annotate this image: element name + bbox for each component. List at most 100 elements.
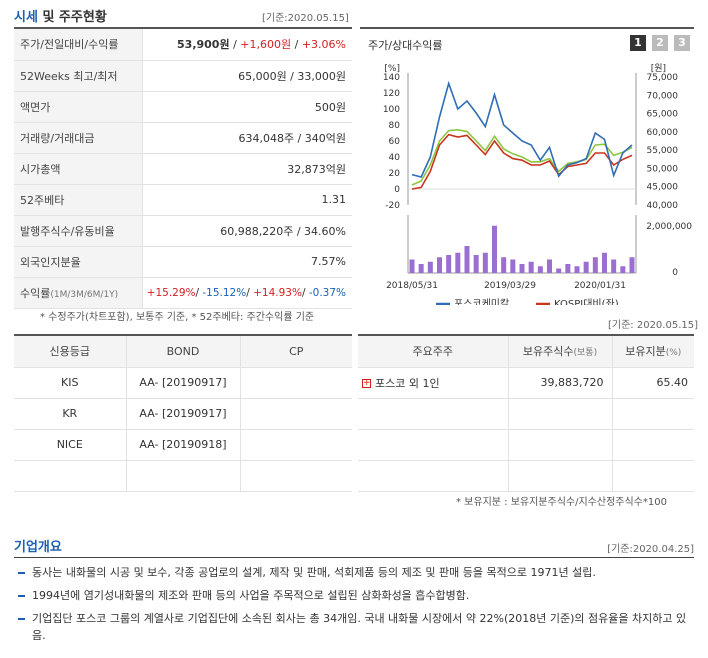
chart-page-2-button[interactable]: 2	[652, 35, 668, 51]
company-list: 동사는 내화물의 시공 및 보수, 각종 공업로의 설계, 제작 및 판매, 석…	[14, 564, 694, 650]
series-line-1	[411, 133, 633, 190]
holder-shares: 39,883,720	[508, 367, 613, 399]
empty-cell	[612, 460, 694, 492]
y-right-tick: 45,000	[647, 183, 679, 193]
returns-value: +15.29%/ -15.12%/ +14.93%/ -0.37%	[142, 277, 352, 309]
section-title-quote: 시세 및 주주현황	[14, 6, 107, 25]
stats-row: 주가/전일대비/수익률 53,900원 / +1,600원 / +3.06%	[14, 29, 352, 61]
stats-row: 거래량/거래대금 634,048주 / 340억원	[14, 122, 352, 154]
credit-table-wrap: 신용등급 BOND CP KIS AA- [20190917] KR AA- [201…	[14, 334, 352, 492]
stats-label: 주가/전일대비/수익률	[14, 29, 143, 61]
stats-table: 주가/전일대비/수익률 53,900원 / +1,600원 / +3.06% 52W…	[14, 29, 352, 309]
company-item: 동사는 내화물의 시공 및 보수, 각종 공업로의 설계, 제작 및 판매, 석…	[14, 564, 694, 581]
volume-bar	[418, 264, 424, 273]
stats-row: 시가총액 32,873억원	[14, 153, 352, 185]
stats-label: 발행주식수/유동비율	[14, 215, 143, 247]
credit-agency: KR	[14, 398, 127, 430]
returns-row: 수익률(1M/3M/6M/1Y) +15.29%/ -15.12%/ +14.93…	[14, 277, 352, 309]
y-right-tick: 75,000	[647, 73, 679, 83]
volume-bar	[473, 255, 479, 273]
holders-row-empty	[358, 429, 694, 461]
volume-bar	[602, 252, 607, 273]
stats-note: * 수정주가(차트포함), 보통주 기준, * 52주베타: 주간수익률 기준	[40, 312, 315, 323]
volume-bar	[528, 261, 534, 273]
credit-bond: AA- [20190917]	[126, 367, 241, 399]
volume-bar	[437, 257, 442, 273]
volume-tick: 2,000,000	[646, 222, 692, 232]
volume-bar	[409, 259, 415, 273]
y-left-tick: 80	[389, 121, 401, 131]
credit-agency: NICE	[14, 429, 127, 461]
return-6m: +14.93%	[253, 286, 302, 299]
credit-table: 신용등급 BOND CP KIS AA- [20190917] KR AA- [201…	[14, 336, 352, 492]
volume-tick: 0	[672, 268, 678, 278]
empty-cell	[14, 460, 127, 492]
empty-cell	[612, 429, 694, 461]
chart-page-3-button[interactable]: 3	[674, 35, 690, 51]
empty-cell	[612, 398, 694, 430]
y-right-tick: 55,000	[647, 146, 679, 156]
stats-value: 32,873억원	[142, 153, 352, 185]
y-right-unit: [원]	[651, 63, 666, 74]
holders-header-pct-label: 보유지분	[625, 345, 666, 359]
holders-header-pct-sub: (%)	[665, 348, 682, 359]
company-header: 기업개요 [기준:2020.04.25]	[14, 536, 694, 558]
stats-label: 거래량/거래대금	[14, 122, 143, 154]
return-3m: -15.12%	[202, 286, 247, 299]
holders-note: * 보유지분 : 보유지분주식수/지수산정주식수*100	[456, 497, 667, 508]
empty-cell	[508, 429, 613, 461]
change-rate: +3.06%	[301, 38, 346, 52]
volume-bar	[547, 259, 552, 273]
volume-bar	[519, 264, 525, 273]
expand-plus-icon[interactable]: +	[362, 378, 371, 388]
empty-cell	[508, 398, 613, 430]
y-left-tick: 140	[383, 73, 400, 83]
credit-header-rating: 신용등급	[14, 336, 127, 368]
holders-table-wrap: 주요주주 보유주식수(보통) 보유지분(%) + 포스코 외 1인 39,883,…	[358, 334, 694, 492]
returns-label: 수익률(1M/3M/6M/1Y)	[14, 277, 143, 309]
stats-value: 634,048주 / 340억원	[142, 122, 352, 154]
credit-row: KR AA- [20190917]	[14, 398, 352, 430]
series-line-0	[411, 80, 633, 178]
stats-row: 액면가 500원	[14, 91, 352, 123]
price-change: +1,600원	[240, 38, 292, 52]
credit-cp	[240, 367, 352, 399]
holders-header-shares-label: 보유주식수	[522, 345, 574, 359]
credit-cp	[240, 429, 352, 461]
x-tick-label: 2020/01/31	[574, 281, 626, 291]
y-right-tick: 50,000	[647, 164, 679, 174]
sep: /	[301, 286, 309, 299]
volume-bar	[537, 266, 543, 273]
volume-bar	[446, 255, 452, 273]
stats-label: 시가총액	[14, 153, 143, 185]
volume-bar	[427, 261, 433, 273]
holders-header-name: 주요주주	[358, 336, 509, 368]
volume-bar	[565, 264, 571, 273]
empty-cell	[126, 460, 241, 492]
chart-page-1-button[interactable]: 1	[630, 35, 646, 51]
holders-table: 주요주주 보유주식수(보통) 보유지분(%) + 포스코 외 1인 39,883,…	[358, 336, 694, 492]
holder-name: 포스코 외 1인	[375, 376, 440, 390]
empty-cell	[358, 429, 509, 461]
volume-bar	[629, 257, 635, 273]
company-title: 기업개요	[14, 540, 62, 555]
y-left-unit: [%]	[384, 64, 400, 74]
volume-bar	[574, 266, 580, 273]
stats-row: 발행주식수/유동비율 60,988,220주 / 34.60%	[14, 215, 352, 247]
y-right-tick: 65,000	[647, 110, 679, 120]
credit-header-cp: CP	[240, 336, 352, 368]
stats-label: 52Weeks 최고/최저	[14, 60, 143, 92]
stats-table-wrap: 주가/전일대비/수익률 53,900원 / +1,600원 / +3.06% 52W…	[14, 27, 352, 309]
legend-label: 포스코케미칼	[454, 297, 509, 305]
stats-row: 52Weeks 최고/최저 65,000원 / 33,000원	[14, 60, 352, 92]
stats-value: 65,000원 / 33,000원	[142, 60, 352, 92]
company-item: 1994년에 염기성내화물의 제조와 판매 등의 사업을 주목적으로 설립된 삼…	[14, 587, 694, 604]
holders-header-shares: 보유주식수(보통)	[508, 336, 613, 368]
volume-bar	[620, 266, 626, 273]
holder-name-cell[interactable]: + 포스코 외 1인	[358, 367, 509, 399]
stats-row: 외국인지분율 7.57%	[14, 246, 352, 278]
credit-agency: KIS	[14, 367, 127, 399]
y-right-tick: 60,000	[647, 128, 679, 138]
company-date: [기준:2020.04.25]	[607, 544, 694, 555]
